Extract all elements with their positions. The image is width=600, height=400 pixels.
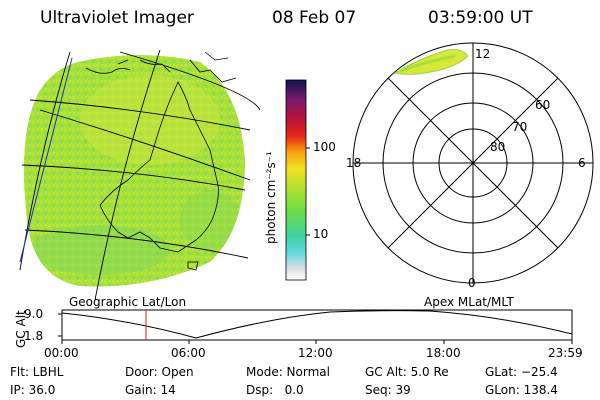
date-label: 08 Feb 07 <box>272 8 357 28</box>
colorbar-label: photon cm⁻²s⁻¹ <box>264 151 278 244</box>
lat-label-80: 80 <box>490 140 506 154</box>
ip-info: IP: 36.0 <box>10 383 56 397</box>
mlt-label-12: 12 <box>475 47 491 61</box>
left-panel-caption: Geographic Lat/Lon <box>69 295 187 309</box>
altitude-xtick: 12:00 <box>298 346 333 360</box>
glat-info: GLat: −25.4 <box>485 365 558 379</box>
altitude-xtick: 23:59 <box>548 346 583 360</box>
altitude-curve <box>61 310 573 339</box>
mlt-label-18: 18 <box>346 156 362 170</box>
altitude-xtick: 06:00 <box>171 346 206 360</box>
filter-info: Flt: LBHL <box>10 365 64 379</box>
altitude-xtick: 00:00 <box>44 346 79 360</box>
mode-info: Mode: Normal <box>246 365 330 379</box>
earth-image <box>19 49 261 301</box>
mlt-label-0: 0 <box>468 276 476 290</box>
altitude-ytick-9: 9.0 <box>24 307 44 321</box>
altitude-xtick: 18:00 <box>426 346 461 360</box>
gc-alt-info: GC Alt: 5.0 Re <box>365 365 449 379</box>
lat-label-60: 60 <box>535 98 551 112</box>
glon-info: GLon: 138.4 <box>485 383 558 397</box>
app-title: Ultraviolet Imager <box>40 8 194 28</box>
polar-plot <box>352 42 594 284</box>
colorbar-tick-100: 100 <box>313 140 336 154</box>
altitude-ytick-1: 1.8 <box>24 329 44 343</box>
dsp-info: Dsp: 0.0 <box>246 383 304 397</box>
door-info: Door: Open <box>125 365 194 379</box>
gain-info: Gain: 14 <box>125 383 176 397</box>
colorbar <box>285 79 310 281</box>
seq-info: Seq: 39 <box>365 383 411 397</box>
colorbar-tick-10: 10 <box>313 227 329 241</box>
mlt-label-6: 6 <box>578 156 586 170</box>
right-panel-caption: Apex MLat/MLT <box>424 295 514 309</box>
altitude-plot <box>58 309 573 344</box>
time-label: 03:59:00 UT <box>428 8 533 28</box>
coastline <box>99 81 219 253</box>
lat-label-70: 70 <box>512 120 528 134</box>
